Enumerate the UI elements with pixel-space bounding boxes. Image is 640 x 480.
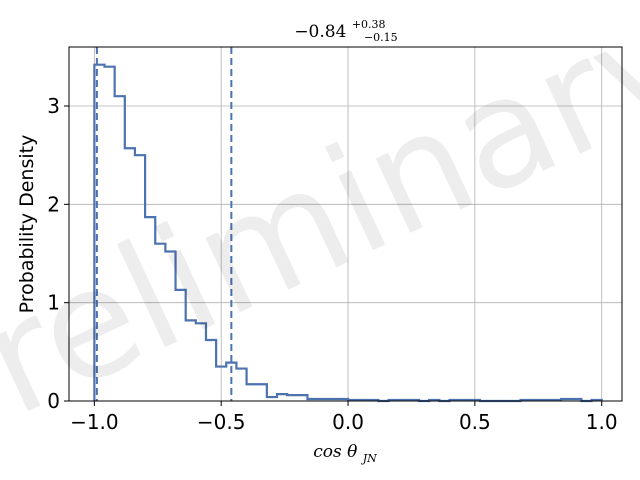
x-tick-label-4: 1.0 (586, 410, 618, 434)
credible-interval-lines (95, 47, 233, 401)
x-axis: −1.0 −0.5 0.0 0.5 1.0 (70, 401, 618, 434)
plot-frame (68, 46, 623, 402)
title-sup: +0.38 (352, 18, 386, 31)
y-tick-label-3: 3 (47, 94, 60, 118)
x-tick-label-0: −1.0 (70, 410, 119, 434)
x-axis-label: cos θ JN (313, 442, 377, 465)
x-tick-label-3: 0.5 (459, 410, 491, 434)
y-tick-label-1: 1 (47, 291, 60, 315)
y-tick-label-0: 0 (47, 389, 60, 413)
title-base: −0.84 (294, 22, 346, 42)
y-axis-label: Probability Density (16, 135, 38, 314)
x-tick-label-2: 0.0 (332, 410, 364, 434)
y-tick-label-2: 2 (47, 192, 60, 216)
x-tick-label-1: −0.5 (197, 410, 246, 434)
title-sub: −0.15 (364, 31, 398, 44)
y-axis: 0 1 2 3 (47, 94, 69, 413)
xlabel-base: cos θ (313, 442, 357, 462)
xlabel-sub: JN (361, 452, 377, 465)
chart-title: −0.84 +0.38 −0.15 (294, 13, 397, 44)
